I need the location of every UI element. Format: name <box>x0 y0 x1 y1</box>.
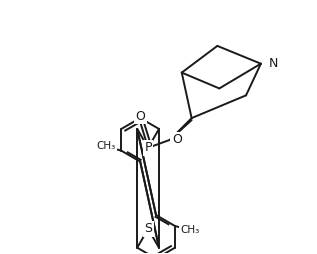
Text: O: O <box>135 110 145 123</box>
Text: S: S <box>144 222 152 235</box>
Text: CH₃: CH₃ <box>96 141 116 151</box>
Text: N: N <box>269 57 278 70</box>
Text: CH₃: CH₃ <box>181 225 200 235</box>
Text: O: O <box>172 133 182 146</box>
Text: P: P <box>144 141 152 154</box>
